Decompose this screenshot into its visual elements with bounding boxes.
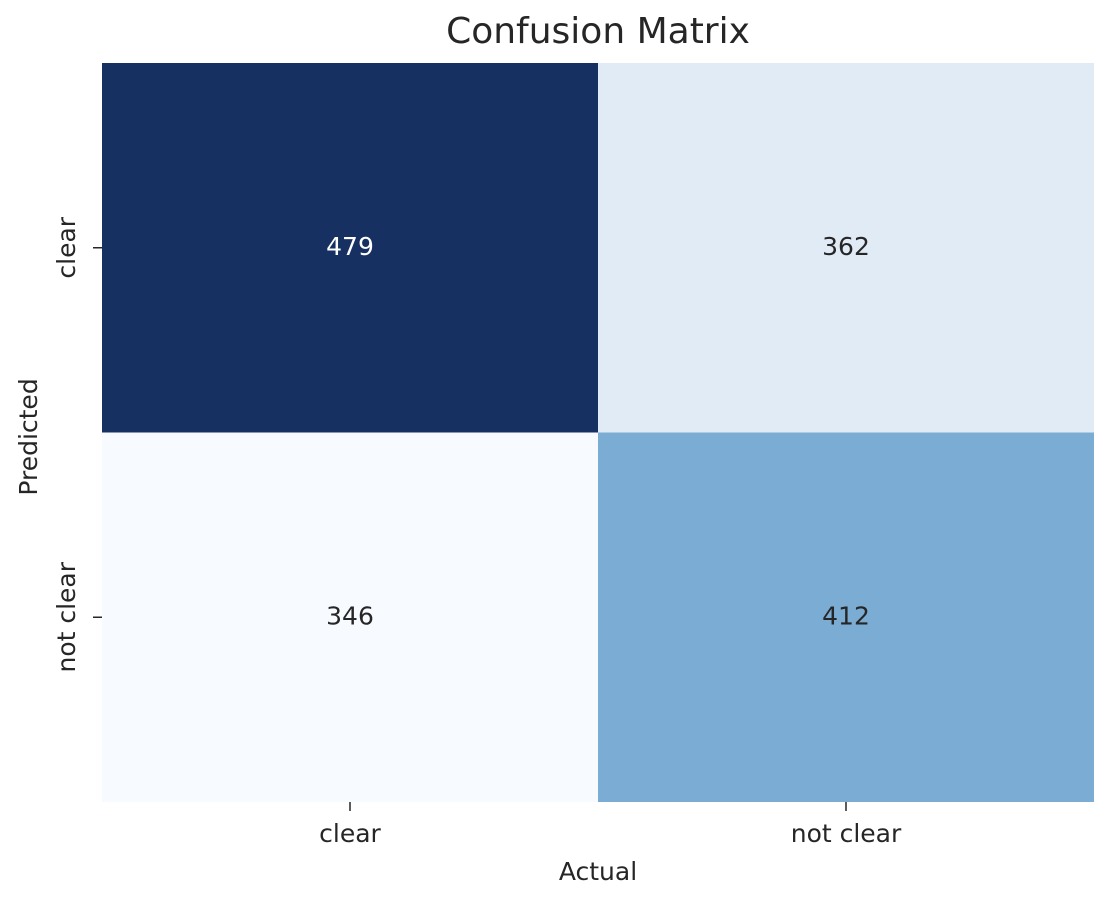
- heatmap-cell: [102, 432, 598, 802]
- heatmap-cell: [102, 63, 598, 433]
- x-axis-label: Actual: [559, 857, 637, 886]
- cell-label: 346: [326, 601, 374, 630]
- cell-label: 479: [326, 232, 374, 261]
- heatmap-cell: [598, 432, 1094, 802]
- y-tick-label: clear: [52, 216, 81, 278]
- y-tick-label: not clear: [52, 561, 81, 672]
- chart-title: Confusion Matrix: [446, 11, 750, 52]
- cell-label: 362: [822, 232, 870, 261]
- cell-label: 412: [822, 601, 870, 630]
- heatmap-cell: [598, 63, 1094, 433]
- x-tick-label: clear: [319, 819, 381, 848]
- y-axis-label: Predicted: [14, 378, 43, 495]
- x-tick-label: not clear: [791, 819, 902, 848]
